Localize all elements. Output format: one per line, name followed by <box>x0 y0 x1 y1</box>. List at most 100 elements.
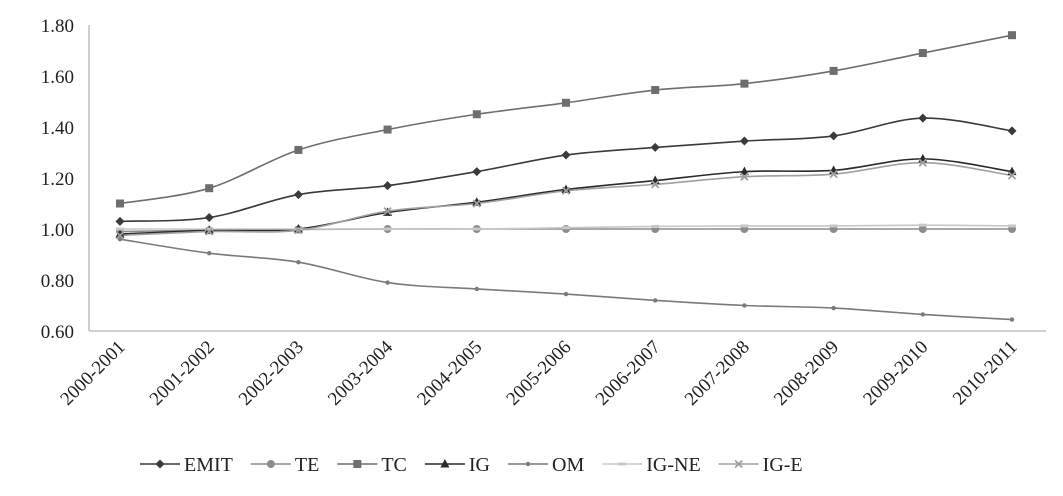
y-axis-tick-labels: 0.60 0.80 1.00 1.20 1.40 1.60 1.80 <box>41 16 74 343</box>
data-point-ig <box>472 197 482 206</box>
data-point-ig-ne <box>116 227 124 231</box>
legend-item-ig: IG <box>424 454 490 476</box>
legend-item-tc: TC <box>337 454 407 476</box>
x-tick-label: 2008-2009 <box>770 337 843 410</box>
legend-item-om: OM <box>508 454 584 476</box>
x-tick-label: 2000-2001 <box>56 337 129 410</box>
data-point-ig-ne <box>829 224 838 228</box>
data-point-emit <box>829 131 839 141</box>
data-point-emit <box>472 167 482 177</box>
data-point-ig-ne <box>205 227 214 231</box>
legend-marker <box>618 462 627 466</box>
data-point-ig-ne <box>472 227 481 231</box>
data-point-ig-e <box>472 199 481 208</box>
legend-label: TC <box>381 454 407 476</box>
legend: EMIT TE TC IG OM IG-NE IG-E <box>140 454 803 476</box>
legend-label: TE <box>295 454 319 476</box>
data-point-ig-e <box>561 186 571 195</box>
data-point-ig-ne <box>562 226 570 230</box>
data-point-tc <box>472 110 481 119</box>
series-line-ig-e <box>119 161 1013 237</box>
data-point-emit <box>739 136 749 146</box>
data-point-ig-ne <box>383 227 392 231</box>
data-point-emit <box>115 216 125 226</box>
x-axis-tick-labels: 2000-2001 2001-2002 2002-2003 2003-2004 2004… <box>56 336 1021 409</box>
data-point-tc <box>294 145 303 154</box>
data-point-ig-ne <box>1008 224 1016 228</box>
legend-marker <box>353 460 362 468</box>
data-point-ig-ne <box>918 223 927 227</box>
legend-label: IG-NE <box>646 454 700 476</box>
data-point-emit <box>204 213 214 223</box>
legend-marker <box>155 459 165 469</box>
data-point-om <box>563 291 569 297</box>
x-tick-label: 2002-2003 <box>235 337 308 410</box>
data-point-ig-e <box>829 170 838 179</box>
y-tick-label: 0.60 <box>41 322 74 343</box>
data-point-tc <box>562 98 570 107</box>
legend-item-ig-ne: IG-NE <box>602 454 701 476</box>
x-tick-label: 2005-2006 <box>502 337 575 410</box>
legend-label: EMIT <box>184 454 233 476</box>
legend-item-emit: EMIT <box>140 454 233 476</box>
data-point-tc <box>829 66 838 75</box>
data-point-ig-e <box>918 158 927 167</box>
data-point-emit <box>293 190 303 200</box>
data-point-emit <box>383 181 393 191</box>
x-tick-label: 2004-2005 <box>413 337 486 410</box>
y-tick-label: 1.00 <box>41 220 74 241</box>
data-point-te <box>918 225 927 233</box>
x-tick-label: 2006-2007 <box>592 337 665 410</box>
series-line-om <box>119 238 1013 321</box>
x-tick-label: 2007-2008 <box>681 337 754 410</box>
data-point-ig-ne <box>651 224 660 228</box>
legend-label: OM <box>552 454 584 476</box>
data-point-tc <box>918 49 927 58</box>
y-tick-label: 1.40 <box>41 118 74 139</box>
x-tick-label: 2009-2010 <box>859 337 932 410</box>
legend-marker <box>525 461 531 467</box>
data-point-ig-e <box>294 226 303 235</box>
legend-item-ig-e: IG-E <box>718 454 803 476</box>
series-line-tc <box>119 34 1013 205</box>
x-tick-label: 2010-2011 <box>949 337 1022 410</box>
data-point-om <box>831 305 836 311</box>
data-point-ig-e <box>1007 171 1017 180</box>
data-point-om <box>920 312 925 317</box>
data-point-ig-e <box>383 207 392 216</box>
legend-item-te: TE <box>250 454 319 476</box>
data-point-tc <box>116 199 124 208</box>
data-point-om <box>207 251 212 256</box>
data-point-om <box>296 259 301 265</box>
data-point-emit <box>561 150 571 160</box>
data-point-ig-e <box>740 172 749 181</box>
data-point-tc <box>740 79 749 88</box>
data-point-emit <box>650 142 660 152</box>
data-point-ig-e <box>651 180 660 189</box>
data-point-om <box>385 280 390 285</box>
data-point-ig-ne <box>294 227 303 231</box>
data-point-emit <box>1007 126 1017 136</box>
data-point-om <box>653 298 658 303</box>
data-point-om <box>742 303 747 308</box>
data-point-ig-ne <box>740 224 749 228</box>
data-point-om <box>474 286 479 292</box>
data-point-ig-e <box>115 231 125 240</box>
x-tick-label: 2001-2002 <box>146 337 219 410</box>
y-tick-label: 1.80 <box>41 16 74 37</box>
data-point-tc <box>205 184 214 193</box>
legend-marker <box>266 460 275 468</box>
y-tick-label: 1.60 <box>41 67 74 88</box>
data-point-ig-e <box>205 227 214 236</box>
x-tick-label: 2003-2004 <box>324 336 397 409</box>
series-lines <box>119 34 1013 321</box>
data-point-ig <box>561 184 571 193</box>
y-tick-label: 0.80 <box>41 271 74 292</box>
data-point-tc <box>1008 31 1016 40</box>
data-point-ig <box>739 166 749 176</box>
data-point-tc <box>383 125 392 134</box>
legend-label: IG-E <box>763 454 803 476</box>
data-point-ig <box>115 229 125 238</box>
data-point-tc <box>651 86 660 95</box>
